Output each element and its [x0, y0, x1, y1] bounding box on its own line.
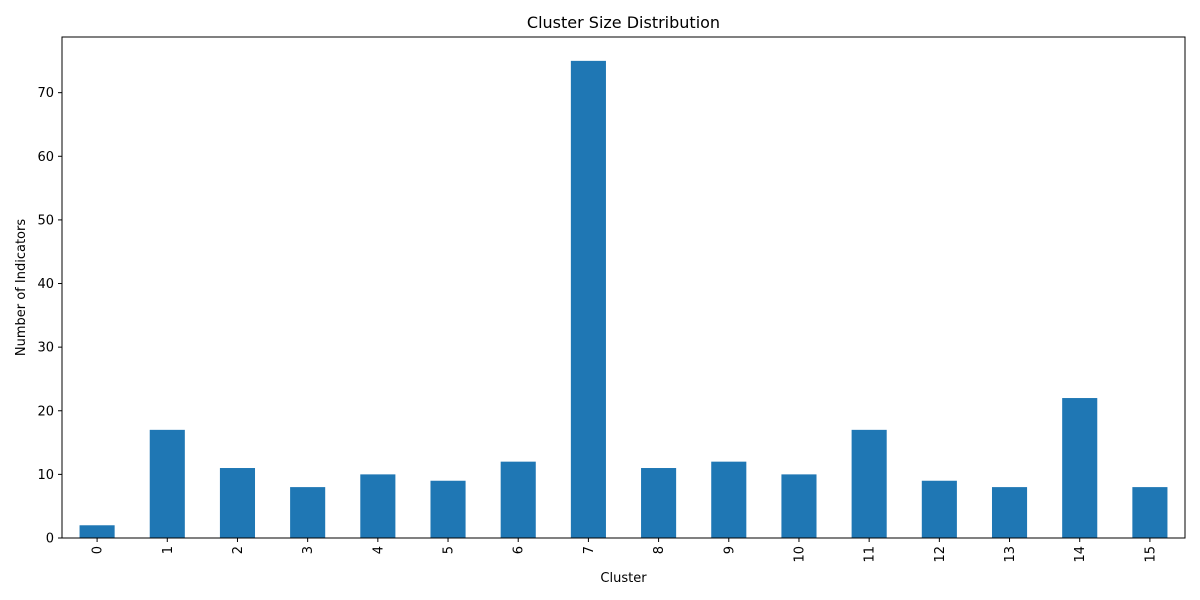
bar-cluster-4	[360, 474, 396, 538]
x-tick-label: 9	[722, 546, 737, 554]
x-tick-label: 0	[91, 546, 106, 554]
bar-cluster-1	[149, 429, 185, 538]
bar-cluster-10	[781, 474, 817, 538]
bar-cluster-12	[921, 480, 957, 538]
x-tick-label: 12	[933, 546, 948, 563]
y-tick-label: 70	[37, 86, 54, 101]
x-axis-label: Cluster	[600, 571, 647, 586]
bar-cluster-9	[711, 461, 747, 538]
x-tick-label: 10	[792, 546, 807, 563]
bar-cluster-2	[219, 468, 256, 538]
y-tick-label: 0	[46, 532, 54, 547]
x-tick-label: 1	[161, 546, 176, 554]
bar-cluster-3	[290, 487, 326, 538]
bar-cluster-15	[1132, 487, 1168, 538]
x-tick-label: 7	[582, 546, 597, 554]
bar-cluster-6	[500, 461, 536, 538]
bar-cluster-13	[991, 487, 1028, 538]
y-tick-label: 20	[37, 404, 54, 419]
bar-cluster-5	[430, 480, 466, 538]
y-tick-label: 60	[37, 150, 54, 165]
x-tick-label: 2	[231, 546, 246, 554]
x-tick-label: 14	[1073, 546, 1088, 563]
y-axis-label: Number of Indicators	[14, 219, 29, 356]
x-tick-label: 15	[1143, 546, 1158, 563]
bar-cluster-11	[851, 429, 887, 538]
x-tick-label: 4	[371, 546, 386, 554]
axes-frame	[61, 36, 1186, 539]
x-tick-label: 6	[512, 546, 527, 554]
x-tick-label: 13	[1003, 546, 1018, 563]
y-tick-label: 30	[37, 341, 54, 356]
bar-cluster-14	[1062, 398, 1098, 538]
y-tick-label: 10	[37, 468, 54, 483]
x-tick-label: 5	[442, 546, 457, 554]
bar-cluster-7	[570, 60, 606, 538]
bar-cluster-8	[641, 468, 677, 538]
y-tick-label: 50	[37, 213, 54, 228]
chart-title: Cluster Size Distribution	[527, 13, 720, 32]
x-tick-label: 3	[301, 546, 316, 554]
bar-cluster-0	[79, 525, 115, 538]
y-tick-label: 40	[37, 277, 54, 292]
x-tick-label: 11	[863, 546, 878, 563]
x-tick-label: 8	[652, 546, 667, 554]
